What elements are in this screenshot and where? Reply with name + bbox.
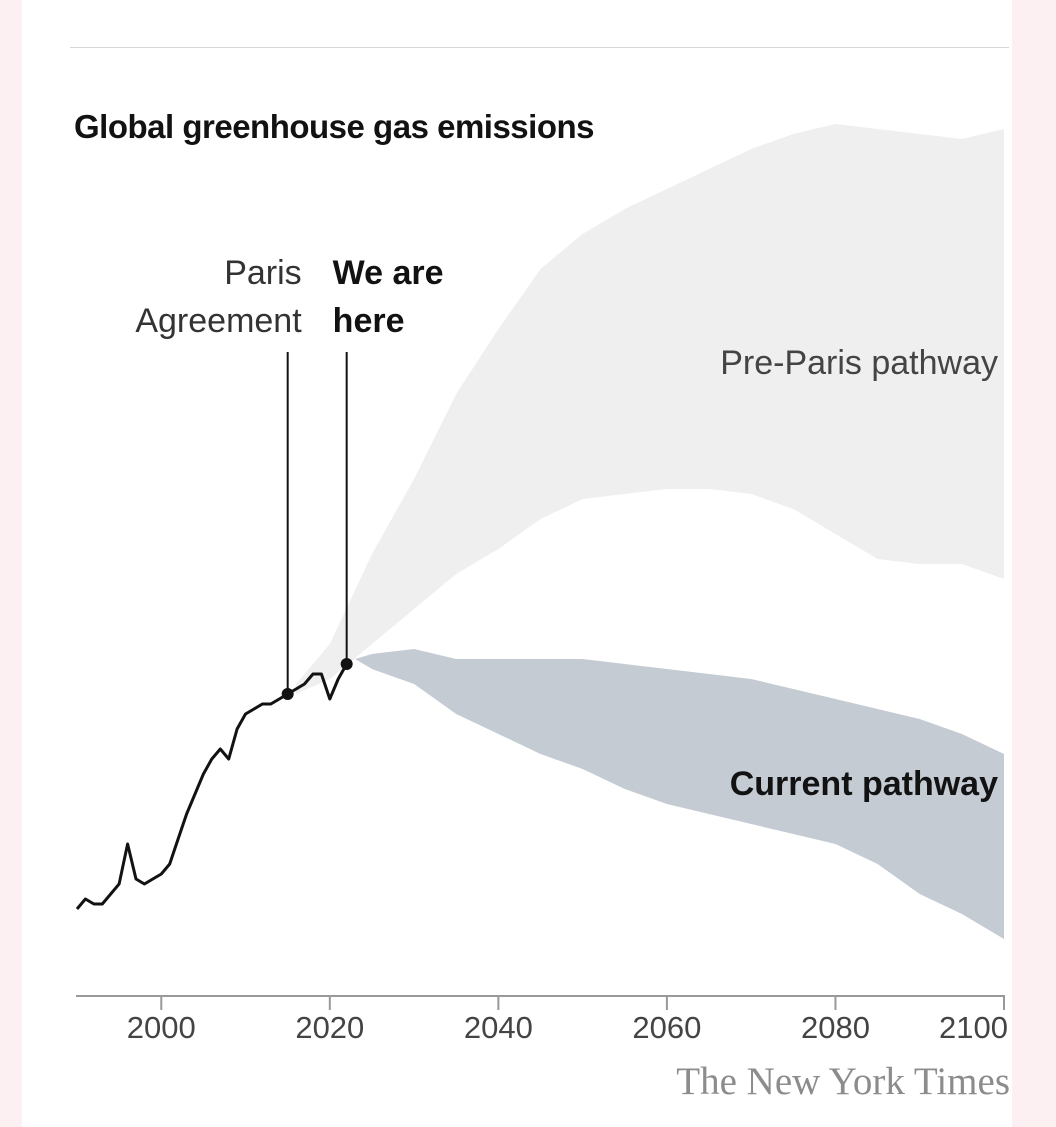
x-tick-label-2020: 2020 — [295, 1010, 364, 1045]
x-tick-label-2000: 2000 — [127, 1010, 196, 1045]
current-pathway-band — [355, 649, 1005, 939]
pre-paris-label: Pre-Paris pathway — [720, 344, 998, 382]
x-tick-label-2100: 2100 — [939, 1010, 1008, 1045]
paris-agreement-line-1-label: Paris — [224, 254, 301, 292]
we-are-here-line-2-label: here — [333, 302, 405, 340]
credit-line: The New York Times — [676, 1060, 1010, 1103]
x-tick-label-2060: 2060 — [632, 1010, 701, 1045]
x-tick-label-2040: 2040 — [464, 1010, 533, 1045]
current-pathway-label: Current pathway — [730, 765, 998, 803]
paris-agreement-marker — [281, 688, 294, 700]
history-line — [75, 663, 349, 910]
x-tick-label-2080: 2080 — [801, 1010, 870, 1045]
we-are-here-line-1-label: We are — [333, 254, 444, 292]
paris-agreement-line-2-label: Agreement — [135, 302, 302, 340]
pre-paris-band — [296, 124, 1005, 694]
chart-title: Global greenhouse gas emissions — [74, 108, 595, 145]
top-divider — [70, 47, 1009, 48]
we-are-here-marker — [340, 658, 353, 670]
